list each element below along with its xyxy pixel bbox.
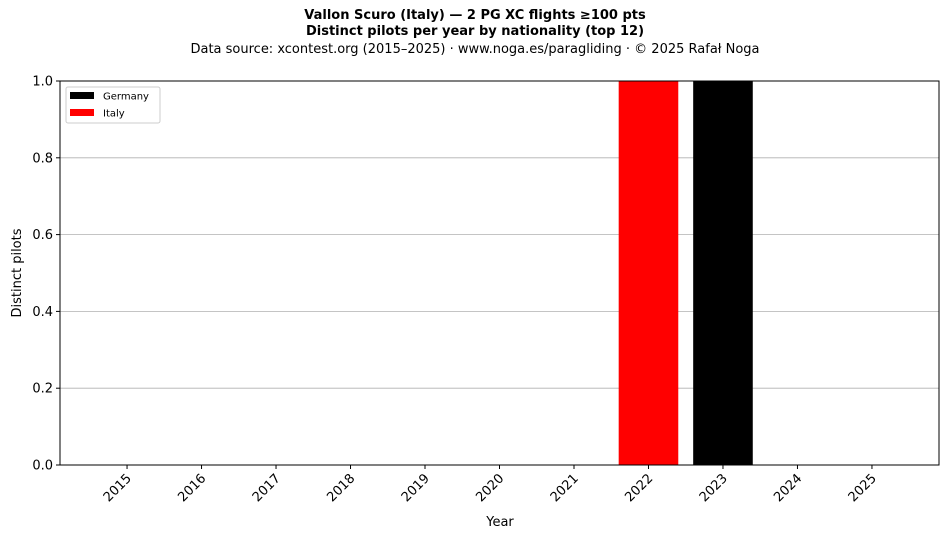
x-tick-label: 2019	[399, 471, 433, 505]
legend-label-germany: Germany	[103, 92, 149, 103]
x-tick-label: 2024	[771, 471, 805, 505]
y-tick-label: 0.8	[32, 151, 53, 166]
y-tick-label: 0.4	[32, 305, 53, 320]
x-tick-label: 2015	[101, 471, 135, 505]
y-axis-label: Distinct pilots	[10, 228, 25, 317]
legend-swatch-germany	[70, 92, 94, 99]
x-tick-label: 2017	[250, 471, 284, 505]
bar-germany-2023	[693, 81, 753, 465]
x-tick-label: 2025	[846, 471, 880, 505]
x-tick-label: 2016	[175, 471, 209, 505]
y-tick-label: 0.0	[32, 459, 53, 474]
x-tick-label: 2022	[622, 471, 656, 505]
bar-italy-2022	[618, 81, 679, 465]
y-axis: 0.0 0.2 0.4 0.6 0.8 1.0	[32, 75, 60, 474]
chart-title: Vallon Scuro (Italy) — 2 PG XC flights ≥…	[304, 8, 646, 23]
legend: Germany Italy	[65, 86, 161, 124]
x-tick-label: 2020	[473, 471, 507, 505]
x-tick-label: 2021	[548, 471, 582, 505]
x-axis: 2015 2016 2017 2018 2019 2020 2021 2022 2023 2024…	[101, 465, 880, 505]
legend-label-italy: Italy	[103, 109, 125, 120]
y-tick-label: 1.0	[32, 75, 53, 90]
x-tick-label: 2018	[324, 471, 358, 505]
plot-frame	[59, 80, 940, 466]
y-tick-label: 0.2	[32, 382, 53, 397]
chart-subtitle: Distinct pilots per year by nationality …	[305, 24, 645, 39]
bars	[618, 81, 753, 465]
gridlines	[60, 157, 939, 389]
data-source-note: Data source: xcontest.org (2015–2025) · …	[190, 42, 760, 57]
x-tick-label: 2023	[697, 471, 731, 505]
legend-swatch-italy	[70, 109, 94, 116]
x-axis-label: Year	[485, 515, 514, 530]
y-tick-label: 0.6	[32, 228, 53, 243]
